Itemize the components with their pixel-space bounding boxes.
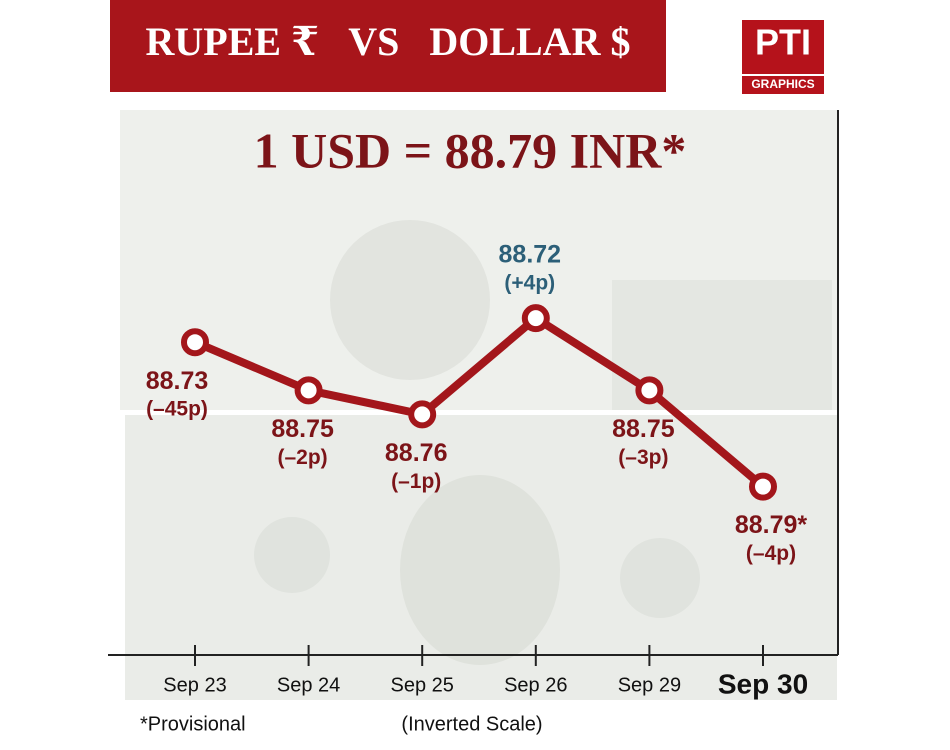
logo-sub: GRAPHICS <box>751 77 814 91</box>
data-line <box>193 314 766 490</box>
data-point <box>181 328 209 357</box>
x-tick-label: Sep 25 <box>391 674 454 696</box>
chart-title: RUPEE ₹ VS DOLLAR $ <box>146 19 631 64</box>
dollar-seal <box>254 517 330 593</box>
x-tick-label: Sep 30 <box>718 668 808 699</box>
rupee-portrait <box>330 220 490 380</box>
change-label: (–45p) <box>146 398 208 421</box>
change-label: (–1p) <box>391 470 441 493</box>
dollar-seal <box>620 538 700 618</box>
data-point <box>635 376 664 405</box>
change-label: (–4p) <box>746 542 796 565</box>
value-label: 88.75 <box>271 415 334 443</box>
dollar-portrait <box>400 475 560 665</box>
data-point <box>521 304 550 333</box>
data-point <box>294 376 323 405</box>
logo-sub-box <box>742 76 824 94</box>
change-label: (–2p) <box>278 446 328 469</box>
value-label: 88.72 <box>499 241 562 269</box>
change-label: (+4p) <box>504 272 555 295</box>
footnote: *Provisional <box>140 713 246 735</box>
x-tick-label: Sep 29 <box>618 674 681 696</box>
data-point <box>408 400 437 429</box>
scale-note: (Inverted Scale) <box>401 713 542 735</box>
logo: PTI <box>755 22 811 63</box>
value-label: 88.75 <box>612 415 675 443</box>
value-label: 88.76 <box>385 439 448 467</box>
logo-box <box>742 20 824 74</box>
value-label: 88.79* <box>735 511 808 539</box>
x-tick-label: Sep 23 <box>163 674 226 696</box>
title-box <box>110 0 666 92</box>
x-tick-label: Sep 24 <box>277 674 340 696</box>
data-point <box>749 472 777 501</box>
change-label: (–3p) <box>618 446 668 469</box>
value-label: 88.73 <box>146 367 209 395</box>
headline: 1 USD = 88.79 INR* <box>254 122 687 178</box>
x-tick-label: Sep 26 <box>504 674 567 696</box>
